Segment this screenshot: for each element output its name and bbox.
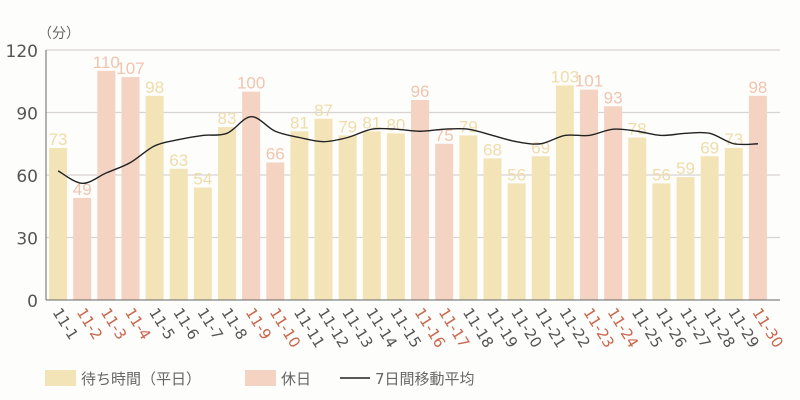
x-tick-label: 11-7 xyxy=(193,305,226,343)
bar-weekday xyxy=(555,85,574,301)
data-label: 103 xyxy=(551,67,579,86)
bar-weekday xyxy=(531,156,550,300)
bar-weekday xyxy=(290,131,309,300)
legend-label-weekday: 待ち時間（平日） xyxy=(81,370,201,388)
bar-holiday xyxy=(266,162,285,300)
data-label: 80 xyxy=(386,115,405,134)
moving-average-line xyxy=(57,115,758,185)
bar-weekday xyxy=(169,168,188,300)
bar-holiday xyxy=(604,106,623,300)
legend-swatch-weekday xyxy=(45,370,76,386)
data-label: 56 xyxy=(507,165,526,184)
legend-swatch-holiday xyxy=(245,370,276,386)
bar-holiday xyxy=(435,143,454,300)
data-label: 79 xyxy=(338,117,357,136)
data-label: 49 xyxy=(73,180,92,199)
data-label: 81 xyxy=(362,113,381,132)
y-unit-label: （分） xyxy=(38,26,80,42)
bar-weekday xyxy=(386,133,405,300)
y-tick-label: 120 xyxy=(6,42,38,62)
data-label: 98 xyxy=(748,78,767,97)
y-tick-label: 90 xyxy=(16,105,38,125)
data-label: 96 xyxy=(411,82,430,101)
data-label: 59 xyxy=(676,159,695,178)
data-label: 100 xyxy=(237,74,265,93)
bar-holiday xyxy=(97,70,116,300)
bar-weekday xyxy=(314,118,333,300)
legend-label-holiday: 休日 xyxy=(281,370,311,388)
bar-weekday xyxy=(724,147,743,300)
data-label: 68 xyxy=(483,140,502,159)
data-label: 69 xyxy=(700,138,719,157)
bar-holiday xyxy=(748,95,767,300)
data-label: 54 xyxy=(193,170,212,189)
bar-weekday xyxy=(362,131,381,300)
bar-holiday xyxy=(73,197,92,300)
bar-holiday xyxy=(411,100,430,300)
bar-weekday xyxy=(193,187,212,300)
bar-holiday xyxy=(121,77,140,300)
data-label: 87 xyxy=(314,101,333,120)
data-label: 75 xyxy=(435,126,454,145)
data-label: 101 xyxy=(575,72,603,91)
data-label: 83 xyxy=(218,109,237,128)
data-label: 107 xyxy=(116,59,144,78)
y-tick-label: 30 xyxy=(16,230,38,250)
bar-weekday xyxy=(676,177,695,300)
y-tick-label: 0 xyxy=(27,292,38,312)
data-label: 93 xyxy=(604,88,623,107)
data-label: 98 xyxy=(145,78,164,97)
bar-weekday xyxy=(218,127,236,300)
legend-label-moving-average: 7日間移動平均 xyxy=(375,370,475,388)
data-label: 110 xyxy=(93,53,120,72)
bar-weekday xyxy=(338,135,357,300)
bar-weekday xyxy=(459,135,478,300)
bar-weekday xyxy=(483,158,502,300)
data-label: 66 xyxy=(266,145,285,164)
data-label: 79 xyxy=(459,117,478,136)
data-label: 81 xyxy=(290,113,309,132)
bar-weekday xyxy=(49,147,68,300)
bar-weekday xyxy=(628,137,647,300)
bar-weekday xyxy=(652,183,671,300)
y-tick-label: 60 xyxy=(16,167,38,187)
data-label: 56 xyxy=(652,165,671,184)
data-label: 73 xyxy=(49,130,68,149)
bar-holiday xyxy=(242,91,261,301)
bar-holiday xyxy=(580,89,598,300)
x-tick-label: 11-9 xyxy=(242,305,275,343)
bar-weekday xyxy=(700,156,719,300)
data-label: 73 xyxy=(724,130,743,149)
bar-weekday xyxy=(507,183,526,300)
data-label: 78 xyxy=(628,120,647,139)
legend: 待ち時間（平日） 休日 7日間移動平均 xyxy=(45,370,475,388)
data-label: 69 xyxy=(531,138,550,157)
data-label: 63 xyxy=(169,151,188,170)
bar-weekday xyxy=(145,95,164,300)
